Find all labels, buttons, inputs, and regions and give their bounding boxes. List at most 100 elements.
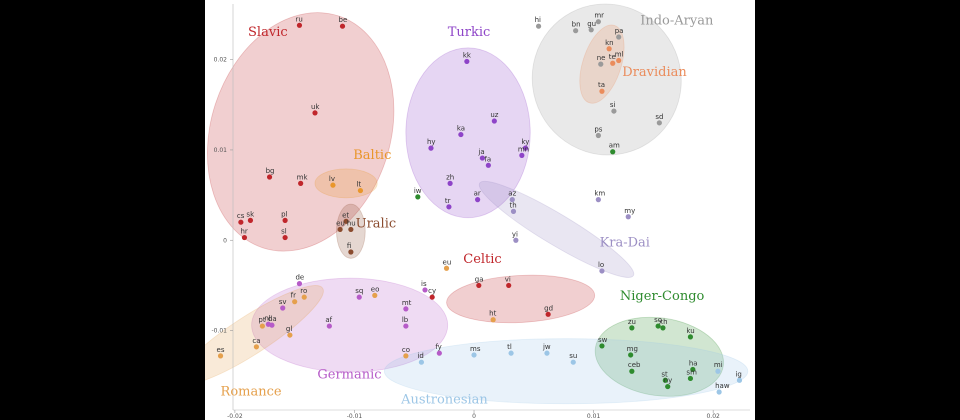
point-label-id: id [417,352,423,360]
point-am [610,149,616,155]
point-label-mn: mn [518,145,529,153]
point-label-sq: sq [355,287,363,295]
point-label-kk: kk [463,51,472,59]
point-label-fa: fa [484,155,491,163]
point-label-so: so [654,316,662,324]
point-ta [599,88,605,94]
point-label-ca: ca [252,337,260,345]
point-label-ar: ar [474,190,481,198]
point-az [509,197,515,203]
cluster-ellipse-romance [205,285,324,386]
point-mn [519,152,525,158]
point-haw [716,389,722,395]
y-tick-label: -0.01 [211,328,227,335]
point-km [595,197,601,203]
y-tick-label: 0.02 [214,57,228,64]
point-zu [629,325,635,331]
point-so [655,323,661,329]
point-label-yi: yi [512,230,518,238]
point-label-pa: pa [615,27,624,35]
point-mt [403,306,409,312]
x-tick-label: 0.02 [706,413,720,420]
point-lb [403,323,409,329]
cluster-label-germanic: Germanic [317,367,381,382]
point-label-ny: ny [664,377,673,385]
cluster-labels: Slavic Baltic Uralic Turkic Indo-Aryan Dravid… [221,13,714,407]
plot-panel: -0.02 -0.01 0 0.01 0.02 0.02 0.01 0 -0.01 ru be uk… [205,0,755,420]
point-af [326,323,332,329]
point-label-hr: hr [240,228,247,236]
point-id [418,359,425,365]
point-label-mr: mr [594,12,604,20]
point-label-ml: ml [615,51,624,59]
point-label-sk: sk [246,210,255,218]
point-hy [428,145,434,151]
cluster-ellipses [205,3,749,405]
point-label-mg: mg [627,345,638,353]
point-ne [598,61,604,67]
point-label-et: et [342,211,349,219]
point-label-hu: hu [347,219,356,227]
point-mk [298,180,304,186]
point-label-ps: ps [594,125,602,133]
point-ga [476,282,482,289]
point-sd [656,120,662,126]
cluster-label-romance: Romance [221,385,282,400]
point-jw [544,350,550,356]
point-ru [296,22,303,28]
point-label-ku: ku [686,327,694,335]
point-label-ta: ta [598,81,605,89]
point-label-st: st [661,370,668,378]
point-hr [241,234,248,241]
point-label-gl: gl [286,325,292,333]
point-label-cs: cs [237,212,245,220]
point-label-fr: fr [291,292,296,300]
point-mi [715,368,721,374]
point-ky [522,145,529,151]
point-label-de: de [295,274,304,282]
point-label-uz: uz [490,111,498,119]
point-ca [253,344,260,350]
point-pt [259,323,265,329]
cluster-label-turkic: Turkic [448,25,491,40]
point-sk [247,217,254,223]
point-label-tr: tr [445,197,451,205]
point-gl [287,332,293,338]
point-ja [479,155,485,161]
point-si [611,108,617,114]
point-tr [446,204,452,210]
point-su [570,359,576,365]
point-label-hy: hy [427,138,436,146]
point-fr [292,299,298,305]
x-tick-label: -0.01 [347,413,363,420]
cluster-label-celtic: Celtic [463,252,501,267]
point-label-sm: sm [686,368,697,376]
point-mg [628,352,634,358]
point-label-th: th [509,201,516,209]
point-label-be: be [339,16,348,24]
point-mr [595,19,601,25]
point-eo [372,292,378,298]
point-label-mi: mi [714,361,723,369]
point-te [610,60,616,66]
point-label-af: af [325,316,332,324]
point-label-ht: ht [489,310,496,318]
point-label-lo: lo [598,261,604,269]
point-label-ig: ig [735,370,741,378]
y-tick-label: 0 [223,237,227,244]
point-bn [573,28,579,34]
cluster-ellipse-indo-aryan [531,3,682,156]
cluster-label-dravidian: Dravidian [622,65,687,80]
point-st [662,377,668,383]
point-label-co: co [402,346,410,354]
point-label-ms: ms [470,345,481,353]
point-label-xh: xh [659,318,668,326]
point-label-am: am [609,142,620,150]
point-zh [447,180,453,186]
point-hi [535,23,542,29]
point-kn [606,46,612,52]
x-tick-label: 0 [472,413,476,420]
cluster-ellipse-kra-dai [478,180,635,278]
point-label-kn: kn [605,39,614,47]
point-label-da: da [268,315,277,323]
